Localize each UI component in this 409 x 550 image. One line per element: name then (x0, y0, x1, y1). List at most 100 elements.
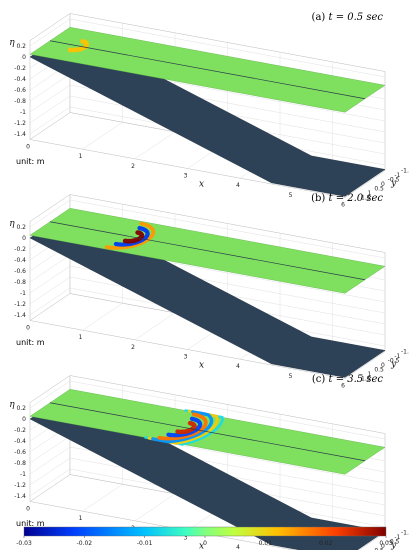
z-tick-label: -0.8 (14, 98, 26, 105)
z-tick-label: -0.6 (14, 268, 26, 275)
grid-line-x (344, 71, 386, 198)
y-tick-label: 0.5 (374, 186, 384, 193)
centre-line (49, 40, 366, 100)
x-tick-label: 6 (341, 383, 345, 390)
y-tick-label: -1 (394, 172, 400, 179)
z-tick-label: -0.4 (14, 257, 26, 264)
y-tick-label: -1 (394, 534, 400, 541)
y-tick-label: 1.5 (361, 195, 371, 202)
panel-title: (c) t = 3.5 sec (312, 374, 383, 385)
z-axis-label: η (9, 38, 15, 48)
z-tick-label: 0 (22, 54, 26, 61)
colorbar-tick-label: -0.01 (137, 540, 153, 547)
colorbar-tick-label: 0.01 (259, 540, 273, 547)
grid-line-x (344, 252, 386, 379)
x-tick-label: 5 (289, 192, 293, 199)
z-tick-label: -0.2 (14, 427, 26, 434)
y-tick-label: 0 (381, 362, 385, 369)
y-tick-label: -1.5 (401, 168, 409, 175)
x-tick-label: 2 (131, 344, 135, 351)
panel-time: t = 2.0 sec (329, 193, 384, 204)
panel-time: t = 3.5 sec (329, 374, 384, 385)
z-tick-label: -0.2 (14, 246, 26, 253)
y-tick-label: 1 (368, 190, 372, 197)
y-axis-label: y (390, 541, 397, 550)
x-axis-label: x (199, 542, 204, 550)
y-tick-label: -0.5 (388, 539, 400, 546)
colorbar-tick-label: -0.03 (16, 540, 32, 547)
x-tick-label: 3 (184, 535, 188, 542)
panel-title: (b) t = 2.0 sec (311, 193, 383, 204)
panel-letter: (a) (312, 12, 329, 23)
panel-c: 0.20-0.2-0.4-0.6-0.8-1-1.2-1.4η0123456x1… (9, 374, 409, 550)
z-tick-label: 0.2 (16, 43, 26, 50)
panel-time: t = 0.5 sec (329, 12, 384, 23)
z-tick-label: -0.4 (14, 76, 26, 83)
z-tick-label: 0 (22, 416, 26, 423)
y-tick-label: -1.5 (401, 349, 409, 356)
z-tick-label: -1 (20, 290, 26, 297)
centre-line (49, 402, 366, 462)
z-tick-label: -0.6 (14, 449, 26, 456)
x-tick-label: 0 (26, 325, 30, 332)
panel-letter: (c) (312, 374, 329, 385)
x-tick-label: 4 (236, 544, 240, 550)
y-tick-label: 1.5 (361, 376, 371, 383)
z-tick-label: 0.2 (16, 405, 26, 412)
panel-b: 0.20-0.2-0.4-0.6-0.8-1-1.2-1.4η0123456x1… (9, 193, 409, 390)
y-tick-label: 1 (368, 371, 372, 378)
y-axis-label: y (390, 360, 397, 370)
z-tick-label: -1 (20, 109, 26, 116)
z-tick-label: -1.4 (14, 312, 26, 319)
z-tick-label: -0.2 (14, 65, 26, 72)
y-tick-label: 0 (381, 543, 385, 550)
y-tick-label: -1.5 (401, 530, 409, 537)
y-tick-label: 0.5 (374, 548, 384, 550)
x-tick-label: 1 (79, 153, 83, 160)
panel-title: (a) t = 0.5 sec (312, 12, 384, 23)
x-tick-label: 4 (236, 363, 240, 370)
x-tick-label: 2 (131, 163, 135, 170)
unit-label: unit: m (16, 338, 45, 347)
unit-label: unit: m (16, 519, 45, 528)
x-tick-label: 4 (236, 182, 240, 189)
panel-letter: (b) (311, 193, 328, 204)
z-axis-label: η (9, 219, 15, 229)
z-tick-label: -1.4 (14, 493, 26, 500)
z-tick-label: -1.2 (14, 301, 26, 308)
x-axis-label: x (199, 361, 204, 371)
colorbar-gradient (23, 526, 387, 537)
x-tick-label: 0 (26, 506, 30, 513)
x-tick-label: 3 (184, 173, 188, 180)
y-tick-label: 0.5 (374, 367, 384, 374)
y-tick-label: -0.5 (388, 358, 400, 365)
z-tick-label: -0.6 (14, 87, 26, 94)
z-tick-label: -1 (20, 471, 26, 478)
x-tick-label: 6 (341, 202, 345, 209)
z-tick-label: 0.2 (16, 224, 26, 231)
unit-label: unit: m (16, 157, 45, 166)
colorbar-tick-label: 0.03 (379, 540, 393, 547)
colorbar: -0.03 -0.02 -0.01 0 0.01 0.02 0.03 (16, 526, 393, 547)
x-tick-label: 1 (79, 515, 83, 522)
z-tick-label: 0 (22, 235, 26, 242)
x-tick-label: 0 (26, 144, 30, 151)
x-tick-label: 3 (184, 354, 188, 361)
colorbar-tick-label: -0.02 (77, 540, 93, 547)
z-tick-label: -1.2 (14, 482, 26, 489)
z-tick-label: -0.4 (14, 438, 26, 445)
panel-a: 0.20-0.2-0.4-0.6-0.8-1-1.2-1.4η0123456x1… (9, 12, 409, 209)
z-tick-label: -1.4 (14, 131, 26, 138)
y-tick-label: 0 (381, 181, 385, 188)
y-tick-label: -0.5 (388, 177, 400, 184)
y-axis-label: y (390, 179, 397, 189)
x-tick-label: 5 (289, 373, 293, 380)
z-tick-label: -0.8 (14, 279, 26, 286)
z-tick-label: -0.8 (14, 460, 26, 467)
centre-line (49, 221, 366, 281)
z-axis-label: η (9, 400, 15, 410)
x-axis-label: x (199, 180, 204, 190)
x-tick-label: 1 (79, 334, 83, 341)
z-tick-label: -1.2 (14, 120, 26, 127)
